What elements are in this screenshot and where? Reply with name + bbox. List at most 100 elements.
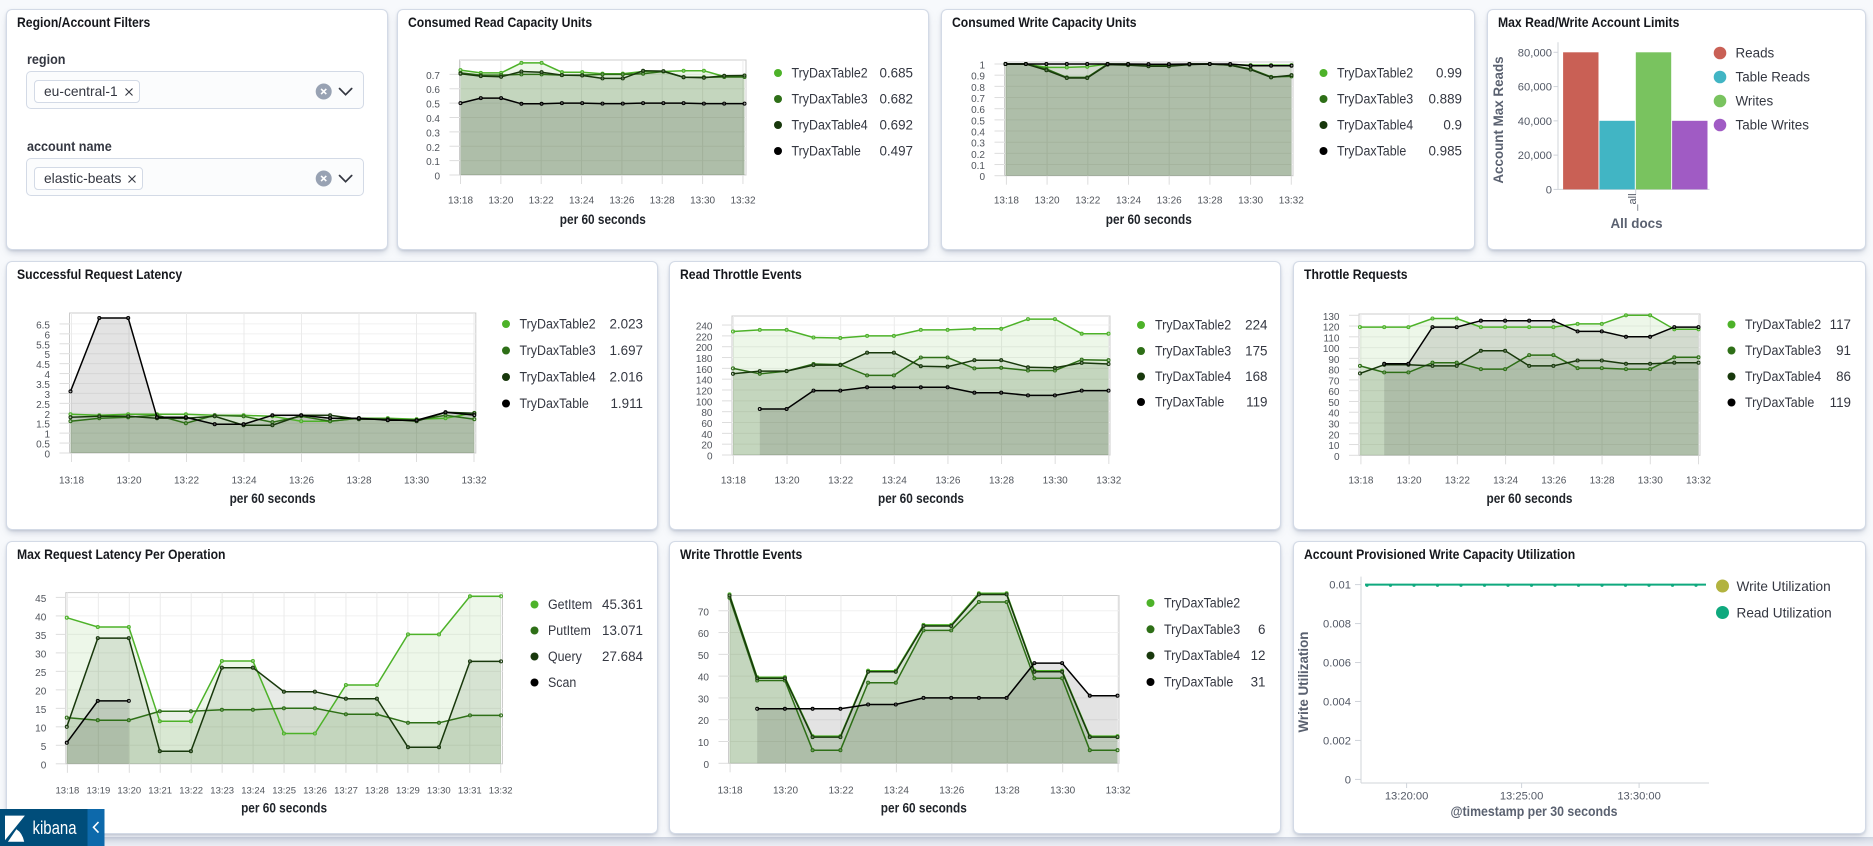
svg-text:Account Max Reads: Account Max Reads: [1491, 56, 1506, 183]
svg-text:5: 5: [44, 350, 50, 361]
svg-text:0.4: 0.4: [971, 128, 985, 139]
svg-text:TryDaxTable3: TryDaxTable3: [1164, 622, 1240, 637]
svg-text:13:22: 13:22: [174, 476, 199, 487]
svg-text:2.023: 2.023: [609, 317, 643, 332]
svg-text:13:22: 13:22: [529, 196, 554, 207]
svg-text:PutItem: PutItem: [548, 623, 591, 638]
svg-text:13:20: 13:20: [774, 476, 799, 487]
svg-text:0: 0: [1345, 774, 1351, 786]
svg-text:70: 70: [1328, 376, 1340, 387]
svg-text:13:26: 13:26: [1157, 196, 1182, 207]
svg-text:per 60 seconds: per 60 seconds: [881, 800, 967, 815]
svg-text:13:22: 13:22: [828, 786, 853, 797]
svg-text:160: 160: [696, 365, 713, 376]
svg-text:80,000: 80,000: [1518, 47, 1552, 59]
svg-text:1.697: 1.697: [609, 343, 643, 358]
svg-text:4: 4: [44, 370, 50, 381]
svg-text:13:19: 13:19: [87, 786, 111, 797]
svg-text:20: 20: [35, 686, 47, 697]
svg-text:13:20: 13:20: [1035, 196, 1060, 207]
svg-text:13:32: 13:32: [489, 786, 513, 797]
svg-text:13:20: 13:20: [488, 196, 513, 207]
svg-text:TryDaxTable: TryDaxTable: [520, 396, 589, 411]
svg-text:1.5: 1.5: [36, 420, 50, 431]
svg-text:13:24: 13:24: [231, 476, 256, 487]
svg-text:0.7: 0.7: [426, 71, 440, 82]
svg-text:27.684: 27.684: [602, 649, 644, 664]
svg-text:10: 10: [35, 723, 47, 734]
svg-text:TryDaxTable2: TryDaxTable2: [792, 66, 868, 81]
svg-text:13:30: 13:30: [1238, 196, 1263, 207]
svg-text:13:25:00: 13:25:00: [1500, 791, 1544, 803]
svg-text:13:22: 13:22: [1075, 196, 1100, 207]
svg-text:0: 0: [703, 760, 709, 771]
svg-text:TryDaxTable2: TryDaxTable2: [1155, 318, 1231, 333]
svg-text:0: 0: [1334, 452, 1340, 463]
svg-text:13:32: 13:32: [1106, 786, 1131, 797]
svg-text:TryDaxTable2: TryDaxTable2: [1164, 596, 1240, 611]
svg-text:TryDaxTable: TryDaxTable: [1337, 144, 1406, 159]
svg-text:2.016: 2.016: [609, 370, 643, 385]
svg-text:120: 120: [696, 387, 713, 398]
svg-text:1: 1: [979, 61, 985, 72]
svg-text:per 60 seconds: per 60 seconds: [230, 491, 316, 506]
svg-text:80: 80: [1328, 366, 1340, 377]
svg-text:10: 10: [698, 738, 710, 749]
svg-text:45.361: 45.361: [602, 597, 643, 612]
svg-text:0.3: 0.3: [426, 128, 440, 139]
svg-text:13:26: 13:26: [935, 476, 960, 487]
svg-text:0.1: 0.1: [971, 161, 985, 172]
svg-text:40: 40: [701, 430, 713, 441]
svg-text:TryDaxTable2: TryDaxTable2: [1337, 66, 1413, 81]
svg-text:per 60 seconds: per 60 seconds: [241, 800, 327, 815]
svg-text:13:27: 13:27: [334, 786, 358, 797]
svg-text:13:18: 13:18: [994, 196, 1019, 207]
svg-text:13:24: 13:24: [1493, 476, 1518, 487]
svg-text:Query: Query: [548, 649, 582, 664]
svg-text:0.6: 0.6: [971, 105, 985, 116]
svg-text:13:30: 13:30: [1043, 476, 1068, 487]
svg-text:117: 117: [1830, 317, 1851, 332]
svg-text:70: 70: [698, 607, 710, 618]
svg-text:13:18: 13:18: [718, 786, 743, 797]
svg-text:90: 90: [1328, 355, 1340, 366]
svg-text:TryDaxTable: TryDaxTable: [1164, 675, 1233, 690]
svg-text:Table Writes: Table Writes: [1736, 118, 1810, 133]
svg-text:13:30: 13:30: [690, 196, 715, 207]
svg-text:13:31: 13:31: [458, 786, 482, 797]
svg-text:0.2: 0.2: [426, 143, 440, 154]
svg-text:0.008: 0.008: [1323, 619, 1351, 631]
svg-text:130: 130: [1323, 312, 1340, 323]
svg-text:13:22: 13:22: [828, 476, 853, 487]
svg-text:0.682: 0.682: [879, 92, 913, 107]
svg-text:12: 12: [1251, 648, 1266, 663]
svg-text:0.497: 0.497: [879, 144, 913, 159]
svg-text:Scan: Scan: [548, 675, 576, 690]
svg-text:13:32: 13:32: [461, 476, 486, 487]
svg-text:0.5: 0.5: [971, 116, 985, 127]
svg-text:20: 20: [1328, 430, 1340, 441]
svg-text:13:32: 13:32: [1279, 196, 1304, 207]
svg-text:13:24: 13:24: [882, 476, 907, 487]
svg-text:119: 119: [1830, 395, 1851, 410]
svg-text:13:24: 13:24: [884, 786, 909, 797]
svg-text:13:28: 13:28: [995, 786, 1020, 797]
svg-text:168: 168: [1245, 369, 1267, 384]
svg-text:200: 200: [696, 343, 713, 354]
svg-text:13:22: 13:22: [1445, 476, 1470, 487]
svg-text:180: 180: [696, 354, 713, 365]
svg-text:40: 40: [698, 673, 710, 684]
svg-text:per 60 seconds: per 60 seconds: [878, 491, 964, 506]
svg-text:per 60 seconds: per 60 seconds: [560, 212, 646, 227]
svg-text:140: 140: [696, 376, 713, 387]
svg-text:240: 240: [696, 322, 713, 333]
svg-text:All docs: All docs: [1610, 216, 1662, 231]
svg-text:13:18: 13:18: [448, 196, 473, 207]
svg-text:0.889: 0.889: [1428, 92, 1462, 107]
svg-text:0.99: 0.99: [1436, 66, 1462, 81]
svg-text:13:18: 13:18: [56, 786, 80, 797]
svg-text:20,000: 20,000: [1518, 150, 1552, 162]
svg-text:TryDaxTable4: TryDaxTable4: [1164, 648, 1241, 663]
svg-text:0.006: 0.006: [1323, 658, 1351, 670]
svg-text:13:32: 13:32: [730, 196, 755, 207]
